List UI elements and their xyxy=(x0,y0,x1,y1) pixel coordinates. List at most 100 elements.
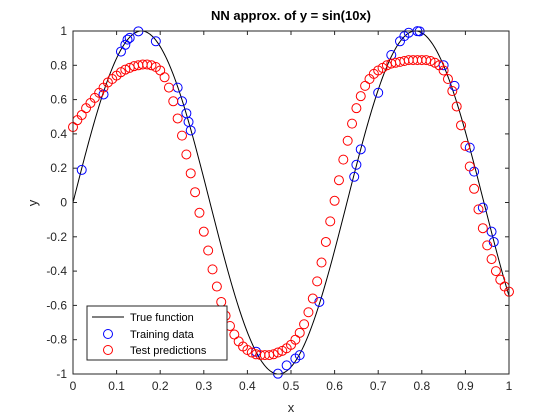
legend-test-predictions-swatch xyxy=(103,345,113,355)
x-tick-label: 0.9 xyxy=(457,379,474,393)
training-data-point xyxy=(464,142,475,153)
y-tick-label: 0 xyxy=(60,196,67,210)
test-prediction-point xyxy=(425,56,436,67)
test-prediction-point xyxy=(490,266,501,277)
training-data-point xyxy=(281,360,292,371)
x-tick-label: 0.5 xyxy=(283,379,300,393)
x-tick-label: 0.3 xyxy=(195,379,212,393)
training-data-point xyxy=(122,34,133,45)
y-tick-label: 0.8 xyxy=(50,58,67,72)
test-prediction-point xyxy=(211,281,222,292)
legend-training-data-label: Training data xyxy=(130,329,195,341)
x-tick-label: 1 xyxy=(506,379,513,393)
test-prediction-point xyxy=(329,195,340,206)
test-prediction-point xyxy=(177,130,187,141)
test-prediction-point xyxy=(190,187,201,198)
x-tick-label: 0.7 xyxy=(370,379,387,393)
y-tick-label: -0.2 xyxy=(46,230,67,244)
training-data-point xyxy=(185,125,196,136)
y-axis-label: y xyxy=(25,199,40,206)
training-data-point xyxy=(76,164,87,175)
legend-box xyxy=(86,305,228,361)
test-prediction-point xyxy=(181,149,192,160)
x-tick-label: 0 xyxy=(70,379,77,393)
legend-test-predictions-label: Test predictions xyxy=(130,345,207,357)
training-data-point xyxy=(150,36,161,47)
test-prediction-point xyxy=(303,307,314,318)
x-tick-label: 0.2 xyxy=(152,379,169,393)
test-prediction-point xyxy=(312,276,323,287)
test-prediction-point xyxy=(355,91,366,102)
test-prediction-point xyxy=(351,103,362,114)
test-prediction-point xyxy=(456,120,467,131)
test-prediction-point xyxy=(294,327,305,338)
test-prediction-point xyxy=(342,135,353,146)
test-prediction-point xyxy=(482,240,493,251)
test-prediction-point xyxy=(299,319,310,330)
test-prediction-point xyxy=(159,72,170,83)
test-prediction-point xyxy=(469,183,480,194)
training-data-point xyxy=(351,159,362,170)
training-data-point xyxy=(124,32,135,43)
x-tick-label: 0.8 xyxy=(413,379,430,393)
training-data-point xyxy=(314,296,325,307)
test-prediction-point xyxy=(338,154,349,165)
test-prediction-point xyxy=(325,216,336,227)
test-prediction-point xyxy=(146,60,157,71)
y-tick-label: -1 xyxy=(56,367,67,381)
test-prediction-point xyxy=(168,96,179,107)
x-tick-label: 0.4 xyxy=(239,379,256,393)
test-prediction-point xyxy=(320,236,331,247)
plot-frame xyxy=(72,30,510,375)
test-predictions-layer xyxy=(68,55,514,361)
test-prediction-point xyxy=(198,226,209,237)
test-prediction-point xyxy=(477,223,488,234)
y-tick-label: 0.6 xyxy=(50,93,67,107)
test-prediction-point xyxy=(203,245,214,256)
test-prediction-point xyxy=(307,293,318,304)
training-data-layer xyxy=(76,26,499,379)
test-prediction-point xyxy=(447,86,458,97)
test-prediction-point xyxy=(172,113,183,124)
test-prediction-point xyxy=(268,349,279,360)
test-prediction-point xyxy=(333,175,344,186)
x-axis-ticks: 0 0.1 0.2 0.3 0.4 0.5 0.6 0.7 0.8 0.9 1 xyxy=(70,31,513,393)
legend: True function Training data Test predict… xyxy=(86,305,228,361)
test-prediction-point xyxy=(163,82,174,93)
test-prediction-point xyxy=(207,264,218,275)
training-data-point xyxy=(373,87,384,98)
x-tick-label: 0.6 xyxy=(326,379,343,393)
training-data-point xyxy=(477,202,488,213)
test-prediction-point xyxy=(442,74,453,85)
test-prediction-point xyxy=(194,207,205,218)
test-prediction-point xyxy=(185,168,196,179)
training-data-point xyxy=(294,350,305,361)
training-data-point xyxy=(98,89,109,100)
test-prediction-point xyxy=(486,254,497,265)
test-prediction-point xyxy=(438,65,449,76)
training-data-point xyxy=(449,80,460,91)
test-prediction-point xyxy=(451,101,462,112)
y-tick-label: -0.8 xyxy=(46,333,67,347)
y-tick-label: -0.4 xyxy=(46,264,67,278)
training-data-point xyxy=(488,236,499,247)
test-prediction-point xyxy=(316,257,327,268)
legend-training-data-swatch xyxy=(103,329,113,339)
x-axis-label: x xyxy=(288,400,295,415)
legend-true-function-label: True function xyxy=(130,312,194,324)
y-tick-label: 0.4 xyxy=(50,127,67,141)
test-prediction-point xyxy=(473,204,484,215)
training-data-point xyxy=(355,144,366,155)
y-axis-ticks: -1 -0.8 -0.6 -0.4 -0.2 0 0.2 0.4 0.6 0.8 1 xyxy=(46,24,509,381)
y-tick-label: 1 xyxy=(60,24,67,38)
training-data-point xyxy=(349,171,360,182)
y-tick-label: -0.6 xyxy=(46,298,67,312)
chart-title: NN approx. of y = sin(10x) xyxy=(211,8,371,23)
training-data-point xyxy=(486,226,497,237)
test-prediction-point xyxy=(460,140,471,151)
x-tick-label: 0.1 xyxy=(108,379,125,393)
test-prediction-point xyxy=(464,161,475,172)
test-prediction-point xyxy=(120,64,131,75)
test-prediction-point xyxy=(347,118,358,129)
